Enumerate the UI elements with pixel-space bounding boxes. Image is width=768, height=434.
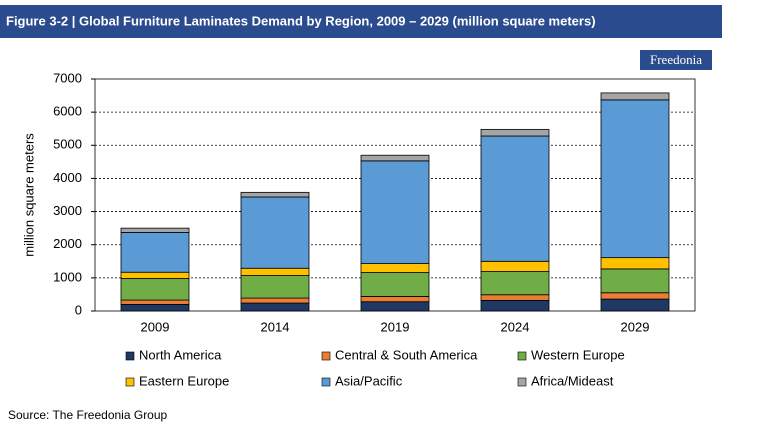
x-tick-label: 2014 bbox=[261, 319, 290, 334]
bar-segment bbox=[240, 191, 310, 198]
logo: Freedonia bbox=[650, 52, 702, 67]
legend-swatch bbox=[517, 377, 527, 387]
bar-segment bbox=[360, 263, 430, 273]
bar-segment bbox=[120, 227, 190, 233]
bar-segment bbox=[240, 267, 310, 276]
legend-swatch bbox=[517, 351, 527, 361]
bar-segment bbox=[240, 275, 310, 299]
bar-segment bbox=[120, 271, 190, 279]
legend-label: Asia/Pacific bbox=[335, 373, 403, 388]
y-tick-label: 2000 bbox=[53, 236, 82, 251]
bar-segment bbox=[360, 272, 430, 297]
x-tick-label: 2009 bbox=[141, 319, 170, 334]
legend-label: Africa/Mideast bbox=[531, 373, 614, 388]
bar-segment bbox=[600, 99, 670, 259]
bar-segment bbox=[480, 271, 550, 296]
y-tick-label: 0 bbox=[75, 302, 82, 317]
bar-segment bbox=[360, 296, 430, 303]
y-tick-label: 3000 bbox=[53, 203, 82, 218]
y-tick-label: 7000 bbox=[53, 70, 82, 85]
legend-label: Western Europe bbox=[531, 347, 625, 362]
bar-segment bbox=[480, 260, 550, 272]
bar-segment bbox=[600, 257, 670, 270]
bar-segment bbox=[600, 298, 670, 312]
y-tick-label: 6000 bbox=[53, 104, 82, 119]
x-tick-label: 2019 bbox=[381, 319, 410, 334]
title-bar bbox=[0, 5, 722, 38]
x-tick-label: 2024 bbox=[501, 319, 530, 334]
legend-swatch bbox=[321, 351, 331, 361]
source: Source: The Freedonia Group bbox=[8, 408, 168, 422]
bar-segment bbox=[120, 303, 190, 312]
bar-segment bbox=[600, 292, 670, 300]
y-axis-title: million square meters bbox=[21, 133, 36, 257]
logo-box bbox=[640, 50, 712, 70]
bar-segment bbox=[360, 160, 430, 265]
bar-segment bbox=[480, 135, 550, 262]
y-tick-label: 5000 bbox=[53, 137, 82, 152]
legend-label: Eastern Europe bbox=[139, 373, 229, 388]
bar-segment bbox=[480, 128, 550, 137]
bar-segment bbox=[600, 268, 670, 294]
chart-title: Figure 3-2 | Global Furniture Laminates … bbox=[6, 13, 596, 28]
bar-segment bbox=[360, 154, 430, 162]
bar-segment bbox=[120, 232, 190, 273]
bar-segment bbox=[120, 278, 190, 301]
x-tick-label: 2029 bbox=[621, 319, 650, 334]
bar-segment bbox=[480, 299, 550, 312]
bar-segment bbox=[360, 301, 430, 312]
bar-segment bbox=[240, 302, 310, 312]
bar-segment bbox=[480, 294, 550, 301]
legend-swatch bbox=[125, 377, 135, 387]
legend-label: North America bbox=[139, 347, 222, 362]
y-tick-label: 1000 bbox=[53, 269, 82, 284]
legend-label: Central & South America bbox=[335, 347, 478, 362]
bar-segment bbox=[240, 297, 310, 304]
legend-swatch bbox=[321, 377, 331, 387]
legend-swatch bbox=[125, 351, 135, 361]
y-tick-label: 4000 bbox=[53, 170, 82, 185]
bar-segment bbox=[120, 299, 190, 305]
bar-segment bbox=[240, 196, 310, 269]
bar-segment bbox=[600, 92, 670, 101]
